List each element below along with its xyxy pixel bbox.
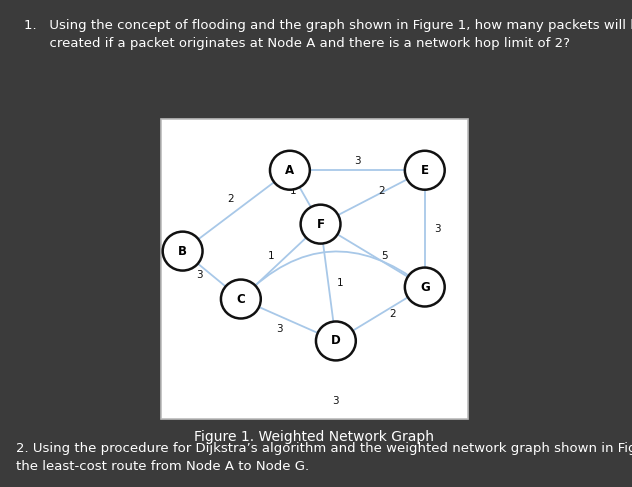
Text: 1: 1 — [268, 251, 275, 261]
Text: 3: 3 — [354, 156, 361, 166]
Text: 1: 1 — [337, 278, 344, 287]
Text: Figure 1. Weighted Network Graph: Figure 1. Weighted Network Graph — [194, 430, 434, 444]
Text: 3: 3 — [196, 270, 203, 280]
Text: 2. Using the procedure for Dijkstra’s algorithm and the weighted network graph s: 2. Using the procedure for Dijkstra’s al… — [16, 442, 632, 473]
Circle shape — [301, 205, 341, 244]
Circle shape — [270, 151, 310, 190]
Circle shape — [316, 321, 356, 360]
Circle shape — [162, 232, 202, 271]
Text: C: C — [236, 293, 245, 305]
Text: 3: 3 — [276, 324, 283, 334]
Circle shape — [221, 280, 261, 318]
Text: 5: 5 — [382, 251, 388, 261]
Text: 2: 2 — [389, 309, 396, 319]
Text: 1.   Using the concept of flooding and the graph shown in Figure 1, how many pac: 1. Using the concept of flooding and the… — [24, 19, 632, 50]
Text: E: E — [421, 164, 428, 177]
Text: 3: 3 — [434, 224, 441, 234]
FancyArrowPatch shape — [243, 251, 423, 297]
Text: 2: 2 — [227, 194, 233, 204]
Text: 2: 2 — [379, 186, 385, 196]
Text: B: B — [178, 244, 187, 258]
Text: F: F — [317, 218, 325, 231]
Circle shape — [405, 267, 445, 306]
Text: G: G — [420, 281, 430, 294]
Text: A: A — [285, 164, 295, 177]
Text: D: D — [331, 335, 341, 347]
Circle shape — [405, 151, 445, 190]
Text: 1: 1 — [289, 186, 296, 196]
Text: 3: 3 — [332, 396, 339, 406]
FancyBboxPatch shape — [161, 119, 468, 419]
